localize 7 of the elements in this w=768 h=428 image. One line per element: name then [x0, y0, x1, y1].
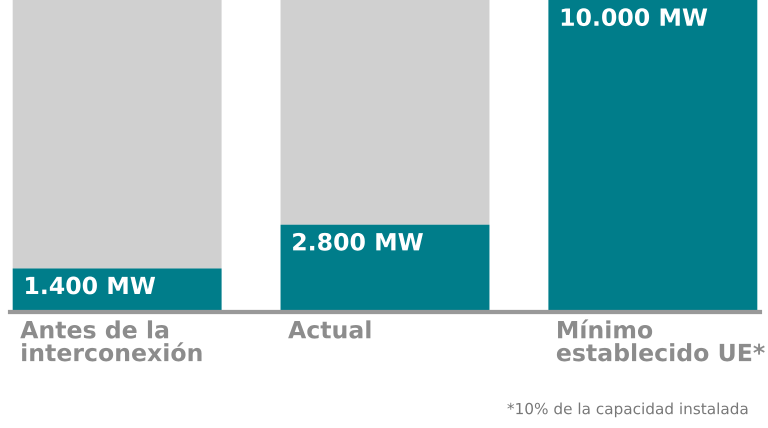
- data-label: 1.400 MW: [26, 276, 156, 294]
- data-label: 2.800 MW: [293, 232, 423, 251]
- x-tick-label: Antes de la interconexión: [20, 320, 202, 362]
- x-tick-label: Mínimo establecido UE*: [556, 319, 765, 362]
- data-label: 10.000 MW: [562, 8, 708, 26]
- x-tick-label: Actual: [288, 320, 370, 339]
- text: *10% de la capacidad instalada: [507, 402, 748, 418]
